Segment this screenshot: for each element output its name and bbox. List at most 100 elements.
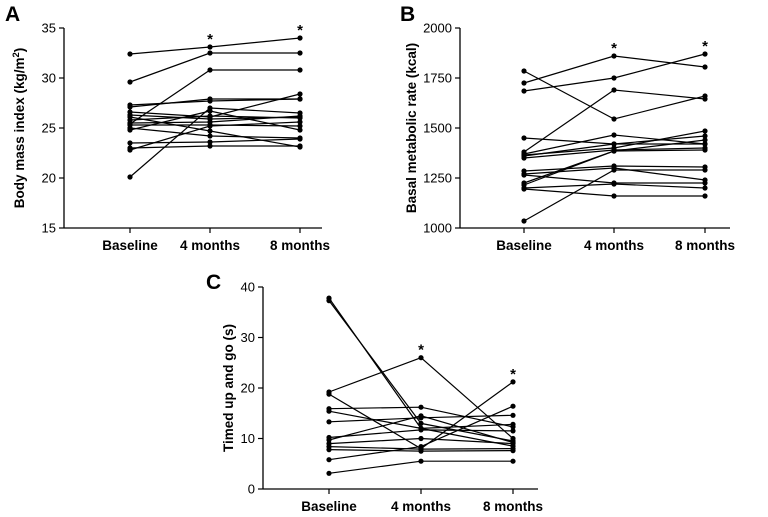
data-point-a-16 [207, 123, 213, 129]
data-point-c-8 [418, 427, 424, 433]
y-tick-label-a: 25 [42, 121, 56, 136]
data-point-c-7 [326, 419, 332, 425]
y-tick-label-c: 20 [241, 381, 255, 396]
data-point-b-8 [702, 133, 708, 139]
data-point-c-14 [510, 458, 516, 464]
y-tick-label-b: 1750 [423, 71, 452, 86]
data-point-b-17 [702, 167, 708, 173]
panel-letter-a: A [5, 3, 20, 26]
data-point-c-12 [326, 447, 332, 453]
data-point-b-12 [521, 172, 527, 178]
y-axis-title-b: Basal metabolic rate (kcal) [404, 43, 419, 213]
data-point-c-14 [418, 458, 424, 464]
y-axis-title-c: Timed up and go (s) [221, 324, 236, 452]
data-point-a-13 [127, 127, 133, 133]
significance-star-a: * [297, 22, 303, 39]
data-point-c-10 [510, 441, 516, 447]
data-point-a-8 [207, 128, 213, 134]
data-point-c-2 [418, 420, 424, 426]
data-point-b-1 [611, 116, 617, 122]
x-tick-label-c: 8 months [483, 499, 543, 514]
data-point-a-14 [207, 139, 213, 145]
data-point-a-9 [207, 113, 213, 119]
y-axis-title-superscript-a: 2 [11, 52, 22, 57]
data-point-b-8 [611, 141, 617, 147]
significance-star-c: * [510, 366, 516, 383]
data-point-b-14 [702, 147, 708, 153]
y-tick-label-c: 30 [241, 330, 255, 345]
data-point-c-7 [510, 412, 516, 418]
data-point-c-6 [510, 421, 516, 427]
data-point-c-13 [326, 457, 332, 463]
data-point-b-12 [702, 180, 708, 186]
data-point-a-2 [127, 79, 133, 85]
data-point-b-3 [611, 75, 617, 81]
x-tick-label-c: 4 months [391, 499, 451, 514]
x-tick-label-c: Baseline [301, 499, 357, 514]
data-point-a-3 [297, 67, 303, 73]
data-point-b-15 [611, 181, 617, 187]
y-tick-label-b: 1000 [423, 221, 452, 236]
data-point-a-15 [297, 143, 303, 149]
data-point-c-13 [418, 444, 424, 450]
data-point-b-6 [702, 141, 708, 147]
data-point-c-8 [510, 428, 516, 434]
chart-panel-c: 0 10 20 30 40 Baseline 4 months 8 months Timed u… [221, 280, 543, 515]
data-point-c-12 [418, 448, 424, 454]
data-point-a-14 [127, 140, 133, 146]
significance-star-b: * [611, 40, 617, 57]
series-line-a-1 [129, 37, 301, 55]
data-point-c-6 [326, 408, 332, 414]
data-point-b-17 [521, 218, 527, 224]
data-point-c-4 [510, 379, 516, 385]
data-point-a-17 [297, 110, 303, 116]
data-point-b-1 [521, 68, 527, 74]
series-line-a-2 [129, 52, 300, 83]
data-point-b-16 [702, 193, 708, 199]
data-point-a-5 [127, 104, 133, 110]
data-point-c-4 [326, 391, 332, 397]
data-point-b-6 [611, 132, 617, 138]
data-point-c-10 [418, 435, 424, 442]
data-point-a-5 [207, 96, 213, 102]
y-tick-label-c: 10 [241, 431, 255, 446]
data-point-a-1 [207, 44, 213, 50]
x-tick-label-a: 4 months [180, 238, 240, 253]
data-point-b-9 [521, 155, 527, 161]
data-point-a-3 [207, 67, 213, 73]
data-point-b-5 [611, 87, 617, 93]
data-point-a-13 [297, 127, 303, 133]
y-axis-title-tail-a: ) [12, 48, 27, 53]
y-tick-label-b: 1250 [423, 171, 452, 186]
data-point-c-2 [326, 298, 332, 304]
data-point-c-14 [326, 470, 332, 476]
data-point-a-14 [297, 136, 303, 142]
y-tick-label-a: 30 [42, 71, 56, 86]
x-tick-label-a: 8 months [270, 238, 330, 253]
data-point-a-11 [297, 123, 303, 129]
significance-star-b: * [702, 38, 708, 55]
data-point-a-16 [127, 147, 133, 153]
y-tick-label-b: 1500 [423, 121, 452, 136]
y-axis-title-a: Body mass index (kg/m2) [11, 48, 27, 209]
data-point-b-2 [521, 80, 527, 86]
data-point-b-2 [611, 53, 617, 59]
data-point-c-12 [510, 448, 516, 454]
data-point-b-14 [611, 148, 617, 154]
y-tick-label-a: 35 [42, 21, 56, 36]
data-point-b-3 [702, 51, 708, 57]
data-point-a-12 [207, 133, 213, 139]
chart-panel-b: 1000 1250 1500 1750 2000 Baseline 4 months 8 mo… [404, 21, 735, 254]
data-point-b-15 [702, 185, 708, 191]
data-point-a-5 [297, 96, 303, 102]
data-point-b-2 [702, 64, 708, 70]
data-point-c-9 [326, 437, 332, 443]
data-point-b-5 [702, 96, 708, 102]
data-point-c-13 [510, 403, 516, 409]
x-tick-label-b: Baseline [496, 238, 552, 253]
data-point-b-16 [611, 193, 617, 199]
data-point-b-17 [611, 167, 617, 173]
data-point-a-17 [207, 105, 213, 111]
y-tick-label-c: 0 [248, 482, 255, 497]
